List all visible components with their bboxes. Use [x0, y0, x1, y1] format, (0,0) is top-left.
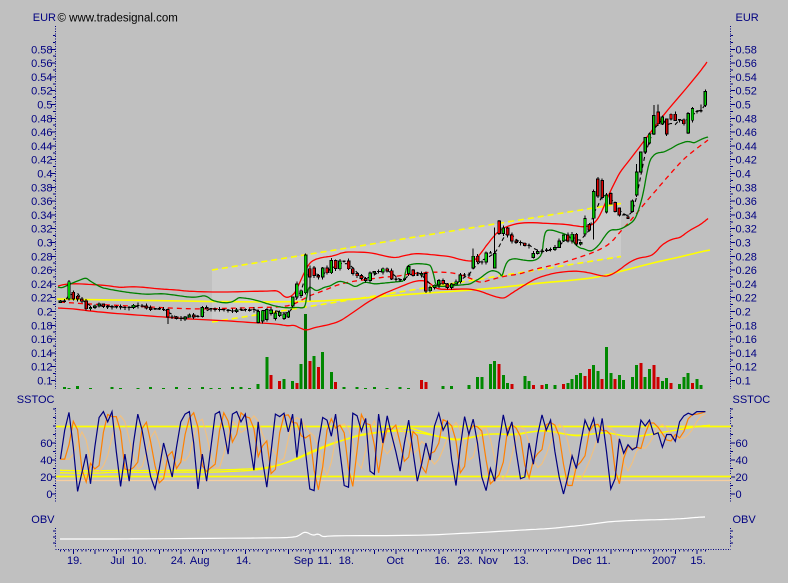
svg-text:0.56: 0.56 [736, 58, 757, 70]
svg-text:0.5: 0.5 [736, 100, 751, 112]
svg-text:20: 20 [736, 472, 748, 484]
svg-text:0.38: 0.38 [736, 182, 757, 194]
svg-text:Dec: Dec [572, 555, 592, 567]
svg-text:0.44: 0.44 [31, 141, 52, 153]
svg-text:0.48: 0.48 [736, 113, 757, 125]
svg-text:0.14: 0.14 [31, 348, 52, 360]
svg-text:0.48: 0.48 [31, 113, 52, 125]
svg-text:0.2: 0.2 [37, 307, 52, 319]
svg-text:0.32: 0.32 [31, 224, 52, 236]
svg-text:0.28: 0.28 [31, 251, 52, 263]
svg-text:0.1: 0.1 [37, 376, 52, 388]
svg-text:16.: 16. [435, 555, 450, 567]
svg-text:0.44: 0.44 [736, 141, 757, 153]
svg-text:0.36: 0.36 [736, 196, 757, 208]
svg-text:0.22: 0.22 [31, 293, 52, 305]
svg-text:0.58: 0.58 [31, 44, 52, 56]
svg-text:2007: 2007 [652, 555, 676, 567]
svg-text:60: 60 [40, 438, 52, 450]
svg-text:0.38: 0.38 [31, 182, 52, 194]
svg-text:Aug: Aug [190, 555, 210, 567]
svg-text:14.: 14. [236, 555, 251, 567]
svg-text:0.18: 0.18 [736, 320, 757, 332]
svg-text:0.1: 0.1 [736, 376, 751, 388]
svg-text:0.18: 0.18 [31, 320, 52, 332]
svg-text:0.24: 0.24 [31, 279, 52, 291]
svg-text:0: 0 [736, 489, 742, 501]
svg-text:0.52: 0.52 [736, 86, 757, 98]
svg-text:0.12: 0.12 [736, 362, 757, 374]
svg-text:0.54: 0.54 [31, 72, 52, 84]
svg-text:© www.tradesignal.com: © www.tradesignal.com [58, 13, 178, 25]
svg-text:Nov: Nov [478, 555, 498, 567]
svg-text:SSTOC: SSTOC [17, 394, 55, 406]
svg-text:0.28: 0.28 [736, 251, 757, 263]
svg-text:0.34: 0.34 [736, 210, 757, 222]
svg-text:EUR: EUR [736, 12, 759, 24]
svg-text:OBV: OBV [31, 514, 55, 526]
svg-text:23.: 23. [457, 555, 472, 567]
svg-text:0: 0 [46, 489, 52, 501]
svg-text:0.54: 0.54 [736, 72, 757, 84]
svg-text:0.4: 0.4 [736, 169, 751, 181]
svg-text:0.52: 0.52 [31, 86, 52, 98]
svg-text:Jul: Jul [110, 555, 124, 567]
svg-text:10.: 10. [131, 555, 146, 567]
svg-text:0.26: 0.26 [736, 265, 757, 277]
svg-text:SSTOC: SSTOC [733, 394, 771, 406]
svg-text:Oct: Oct [386, 555, 403, 567]
svg-text:0.3: 0.3 [736, 238, 751, 250]
svg-text:11.: 11. [318, 555, 332, 567]
svg-text:24.: 24. [171, 555, 186, 567]
svg-text:0.16: 0.16 [31, 334, 52, 346]
svg-text:40: 40 [40, 455, 52, 467]
svg-text:19.: 19. [67, 555, 82, 567]
svg-text:Sep: Sep [294, 555, 314, 567]
svg-text:0.36: 0.36 [31, 196, 52, 208]
svg-text:11.: 11. [596, 555, 610, 567]
svg-text:0.42: 0.42 [736, 155, 757, 167]
svg-text:0.3: 0.3 [37, 238, 52, 250]
svg-text:0.16: 0.16 [736, 334, 757, 346]
svg-text:0.12: 0.12 [31, 362, 52, 374]
svg-text:0.42: 0.42 [31, 155, 52, 167]
svg-text:20: 20 [40, 472, 52, 484]
svg-text:0.46: 0.46 [736, 127, 757, 139]
svg-text:0.5: 0.5 [37, 100, 52, 112]
svg-text:0.22: 0.22 [736, 293, 757, 305]
svg-text:OBV: OBV [733, 514, 757, 526]
svg-text:0.14: 0.14 [736, 348, 757, 360]
svg-text:0.26: 0.26 [31, 265, 52, 277]
svg-text:0.56: 0.56 [31, 58, 52, 70]
svg-text:0.2: 0.2 [736, 307, 751, 319]
svg-text:0.4: 0.4 [37, 169, 52, 181]
svg-text:18.: 18. [339, 555, 354, 567]
svg-text:15.: 15. [690, 555, 705, 567]
svg-text:0.58: 0.58 [736, 44, 757, 56]
svg-text:0.24: 0.24 [736, 279, 757, 291]
svg-text:40: 40 [736, 455, 748, 467]
svg-text:0.32: 0.32 [736, 224, 757, 236]
svg-text:0.34: 0.34 [31, 210, 52, 222]
svg-text:0.46: 0.46 [31, 127, 52, 139]
svg-text:13.: 13. [514, 555, 529, 567]
svg-text:60: 60 [736, 438, 748, 450]
svg-text:EUR: EUR [33, 12, 56, 24]
